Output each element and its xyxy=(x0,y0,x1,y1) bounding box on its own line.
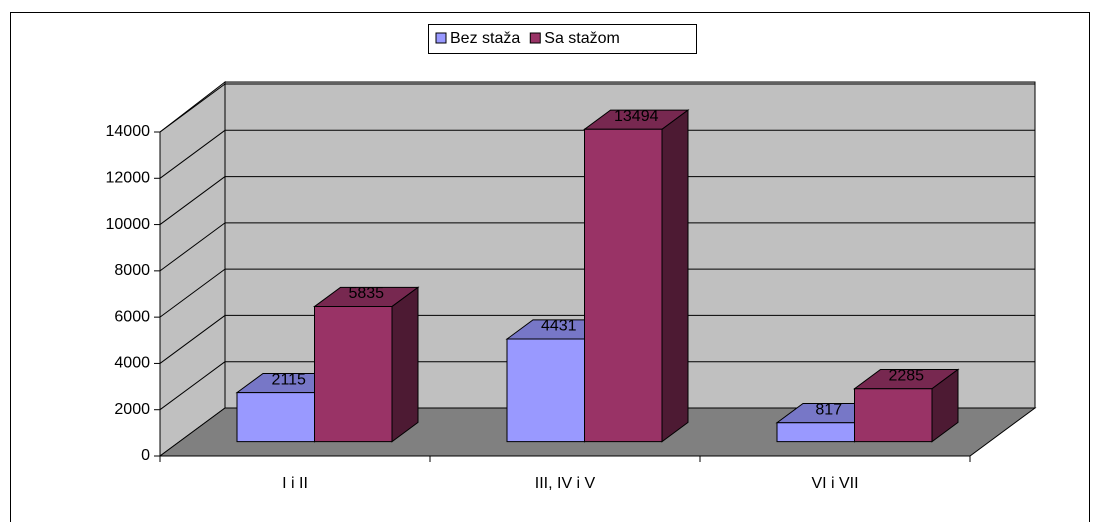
x-tick-label: I i II xyxy=(282,475,308,492)
y-tick-label: 12000 xyxy=(106,170,151,187)
bar xyxy=(582,109,690,443)
y-tick-label: 6000 xyxy=(114,308,150,325)
grid-line xyxy=(159,129,226,179)
y-tick-label: 0 xyxy=(141,447,150,464)
data-label: 13494 xyxy=(614,108,659,125)
bar-front xyxy=(776,422,855,443)
data-label: 2115 xyxy=(272,371,307,388)
y-tick-label: 8000 xyxy=(114,262,150,279)
data-label: 5835 xyxy=(348,285,384,302)
legend-swatch xyxy=(435,32,447,44)
legend: Bez staža Sa stažom xyxy=(428,24,697,54)
grid-line xyxy=(159,315,226,364)
bar-front xyxy=(584,128,663,443)
legend-label: Bez staža xyxy=(450,30,520,47)
data-label: 817 xyxy=(815,401,842,418)
bar-front xyxy=(236,392,315,443)
bar-front xyxy=(854,388,933,443)
bar-front xyxy=(314,306,393,443)
x-tick-label: VI i VII xyxy=(811,475,858,492)
y-tick-label: 10000 xyxy=(106,216,151,233)
grid-line xyxy=(159,222,226,272)
bar xyxy=(312,286,420,443)
legend-swatch xyxy=(529,32,541,44)
bar-front xyxy=(506,338,585,443)
bar xyxy=(852,368,960,443)
grid-line xyxy=(159,83,226,133)
data-label: 2285 xyxy=(888,367,924,384)
bar-side xyxy=(661,109,689,443)
y-tick-label: 14000 xyxy=(106,123,151,140)
legend-label: Sa stažom xyxy=(544,30,620,47)
grid-line xyxy=(159,176,226,225)
y-tick-label: 2000 xyxy=(114,401,150,418)
data-label: 4431 xyxy=(541,318,577,335)
legend-box xyxy=(428,24,697,54)
grid-line xyxy=(159,361,226,411)
grid-line xyxy=(159,268,226,318)
bar-side xyxy=(391,286,419,443)
x-tick-label: III, IV i V xyxy=(535,475,596,492)
y-tick-label: 4000 xyxy=(114,355,150,372)
